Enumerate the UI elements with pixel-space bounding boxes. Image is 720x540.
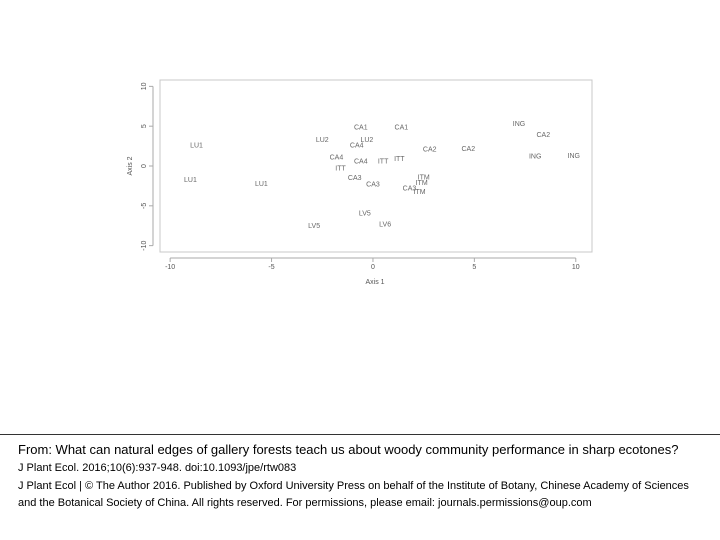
point-label: LV6: [379, 221, 391, 228]
point-label: CA4: [354, 159, 368, 166]
x-tick-label: 5: [472, 264, 476, 271]
x-tick-label: 10: [572, 264, 580, 271]
point-label: ING: [529, 154, 541, 161]
y-tick-label: 5: [141, 124, 148, 128]
figure-caption: From: What can natural edges of gallery …: [18, 441, 708, 512]
x-axis-label: Axis 1: [365, 279, 384, 286]
point-label: LU2: [316, 137, 329, 144]
y-tick-label: -10: [141, 240, 148, 250]
point-label: ING: [513, 121, 525, 128]
point-label: ITM: [416, 180, 428, 187]
point-label: CA1: [395, 124, 409, 131]
y-tick-label: 0: [141, 164, 148, 168]
point-label: CA3: [348, 175, 362, 182]
y-tick-label: 10: [141, 82, 148, 90]
caption-title: From: What can natural edges of gallery …: [18, 442, 679, 457]
point-label: CA4: [330, 155, 344, 162]
caption-citation: J Plant Ecol. 2016;10(6):937-948. doi:10…: [18, 462, 297, 474]
y-axis-label: Axis 2: [127, 156, 134, 175]
x-tick-label: -5: [268, 264, 274, 271]
point-label: ING: [568, 153, 580, 160]
x-tick-label: 0: [371, 264, 375, 271]
ordination-scatter-plot: -10 -5 0 5 10 -10 -5 0 5 10 LU1 LU1 LU1 LU2 CA1 CA1 LU2…: [127, 79, 593, 286]
x-tick-label: -10: [165, 264, 175, 271]
axes: -10 -5 0 5 10 -10 -5 0 5 10: [141, 82, 580, 271]
point-label: LU1: [255, 181, 268, 188]
point-label: ITT: [394, 156, 405, 163]
plot-frame: [159, 79, 593, 253]
caption-divider: [0, 434, 720, 435]
point-label: LV5: [308, 223, 320, 230]
point-label: LU1: [190, 143, 203, 150]
point-label: ITM: [418, 174, 430, 181]
point-label: CA2: [537, 132, 551, 139]
point-label: LV5: [359, 210, 371, 217]
point-label: LU1: [184, 177, 197, 184]
y-tick-label: -5: [141, 203, 148, 209]
point-label: CA2: [423, 147, 437, 154]
point-label: ITT: [378, 159, 389, 166]
point-label: CA4: [350, 143, 364, 150]
point-label: CA2: [461, 146, 475, 153]
point-label: CA3: [366, 182, 380, 189]
point-label: ITM: [414, 189, 426, 196]
point-label: ITT: [335, 166, 346, 173]
point-label: CA1: [354, 124, 368, 131]
caption-copyright: J Plant Ecol | © The Author 2016. Publis…: [18, 480, 689, 509]
point-label: LU2: [360, 137, 373, 144]
point-label: CA3: [403, 186, 417, 193]
